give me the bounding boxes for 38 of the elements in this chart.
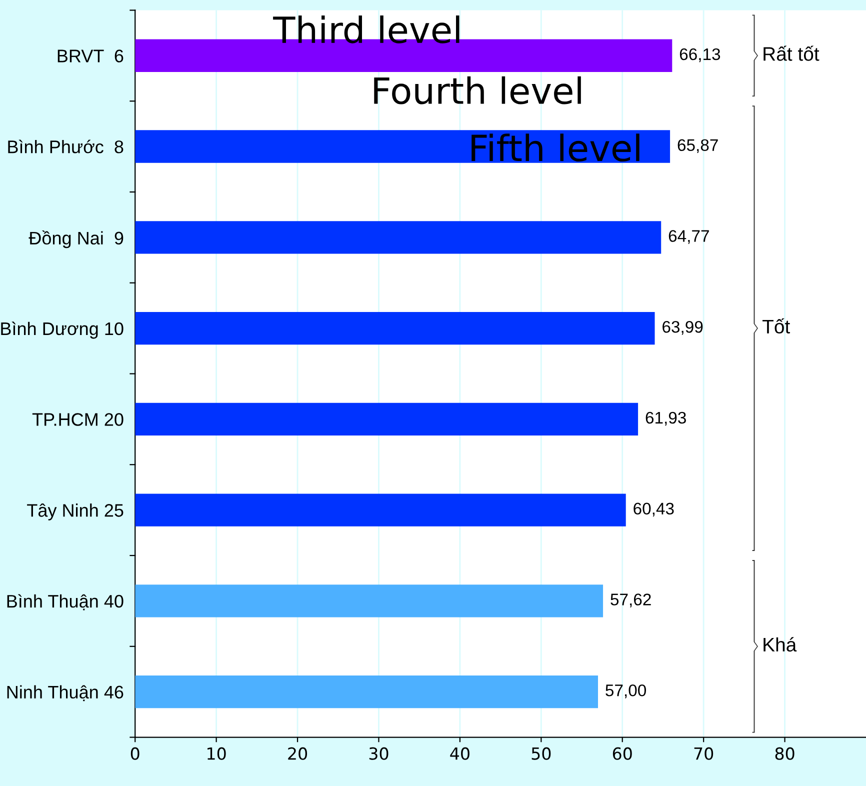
data-label: 66,13	[680, 48, 720, 62]
y-tick-label: Bình Thuận 40	[7, 594, 124, 610]
y-tick-label: Bình Phước 8	[8, 140, 124, 154]
data-label: 65,87	[678, 139, 718, 153]
y-tick-label: Đồng Nai 9	[28, 230, 124, 248]
bar	[135, 402, 638, 436]
bar	[135, 130, 670, 163]
y-tick-label: TP.HCM 20	[32, 413, 124, 426]
x-tick-label: 60	[612, 747, 632, 760]
x-tick-label: 50	[532, 747, 551, 760]
x-tick-label: 40	[450, 747, 470, 760]
y-tick-label: Ninh Thuận 46	[7, 685, 124, 702]
bar	[135, 221, 662, 254]
bar	[135, 584, 604, 618]
annotation: Fifth level	[472, 134, 640, 162]
x-tick-label: 20	[288, 747, 308, 760]
x-tick-label: 0	[130, 747, 140, 760]
x-tick-label: 70	[694, 747, 714, 760]
y-tick-label: Tây Ninh 25	[27, 503, 124, 520]
data-label: 64,77	[668, 230, 709, 244]
x-tick-label: 80	[775, 747, 794, 760]
annotation: Tốt	[762, 318, 790, 334]
bar	[135, 312, 655, 345]
annotation: Third level	[273, 15, 460, 44]
data-label: 63,99	[662, 320, 703, 335]
x-tick-label: 10	[208, 747, 226, 760]
annotation: Khá	[764, 637, 797, 652]
bar	[135, 675, 598, 708]
x-tick-label: 30	[369, 747, 388, 760]
data-label: 61,93	[646, 412, 686, 426]
y-tick-label: BRVT 6	[58, 50, 124, 62]
annotation: Fourth level	[374, 76, 581, 104]
annotation: Rất tốt	[764, 46, 820, 61]
data-label: 57,62	[610, 594, 651, 608]
data-label: 60,43	[634, 502, 674, 517]
bar	[135, 494, 626, 526]
data-label: 57,00	[606, 684, 646, 698]
y-tick-label: Bình Dương 10	[1, 322, 124, 339]
